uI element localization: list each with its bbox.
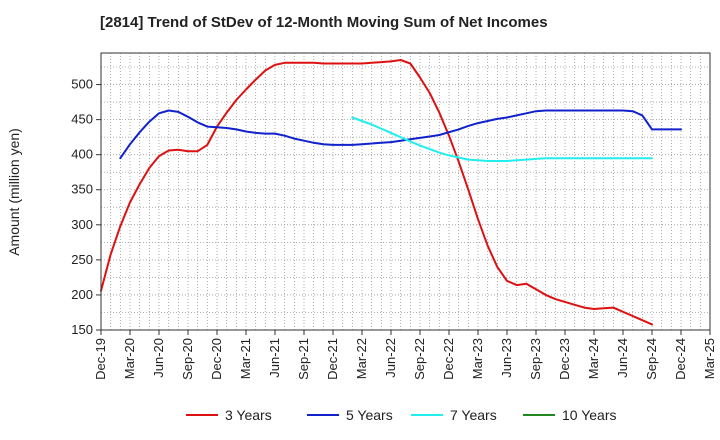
legend-label: 3 Years	[225, 407, 272, 423]
axis-layer: 150 200 250 300 350 400 450 500 Dec-19 Mar-20 Jun-…	[71, 52, 717, 380]
x-tick-label: Jun-23	[499, 338, 514, 378]
x-tick-label: Dec-19	[93, 338, 108, 380]
x-tick-label: Mar-24	[586, 338, 601, 379]
x-tick-label: Dec-23	[557, 338, 572, 380]
series-line-7-years	[351, 116, 653, 162]
y-axis-label: Amount (million yen)	[6, 128, 22, 256]
y-tick-label: 400	[71, 147, 93, 162]
x-tick-label: Sep-21	[296, 338, 311, 380]
x-tick-label: Mar-22	[354, 338, 369, 379]
series-line-5-years	[119, 109, 682, 160]
y-tick-label: 250	[71, 252, 93, 267]
x-tick-label: Sep-24	[644, 338, 659, 380]
y-tick-label: 200	[71, 287, 93, 302]
x-tick-label: Jun-24	[615, 338, 630, 378]
legend: 3 Years 5 Years 7 Years 10 Years	[186, 407, 617, 423]
x-tick-label: Jun-22	[383, 338, 398, 378]
x-tick-label: Mar-21	[238, 338, 253, 379]
x-tick-label: Mar-20	[122, 338, 137, 379]
legend-label: 7 Years	[450, 407, 497, 423]
x-tick-label: Sep-23	[528, 338, 543, 380]
series-line-3-years	[100, 59, 653, 326]
x-tick-label: Sep-20	[180, 338, 195, 380]
y-tick-label: 450	[71, 112, 93, 127]
y-tick-label: 150	[71, 322, 93, 337]
legend-label: 10 Years	[562, 407, 617, 423]
chart-title: [2814] Trend of StDev of 12-Month Moving…	[100, 14, 548, 31]
x-tick-label: Sep-22	[412, 338, 427, 380]
x-tick-label: Dec-20	[209, 338, 224, 380]
x-tick-label: Mar-23	[470, 338, 485, 379]
series-layer	[100, 59, 682, 326]
y-tick-label: 500	[71, 77, 93, 92]
x-tick-label: Dec-22	[441, 338, 456, 380]
x-tick-label: Jun-21	[267, 338, 282, 378]
x-tick-label: Jun-20	[151, 338, 166, 378]
legend-label: 5 Years	[346, 407, 393, 423]
grid-layer	[101, 53, 710, 330]
y-tick-label: 300	[71, 217, 93, 232]
y-tick-label: 350	[71, 182, 93, 197]
x-tick-label: Mar-25	[702, 338, 717, 379]
x-tick-label: Dec-21	[325, 338, 340, 380]
x-tick-label: Dec-24	[673, 338, 688, 380]
plot-frame	[100, 52, 711, 331]
